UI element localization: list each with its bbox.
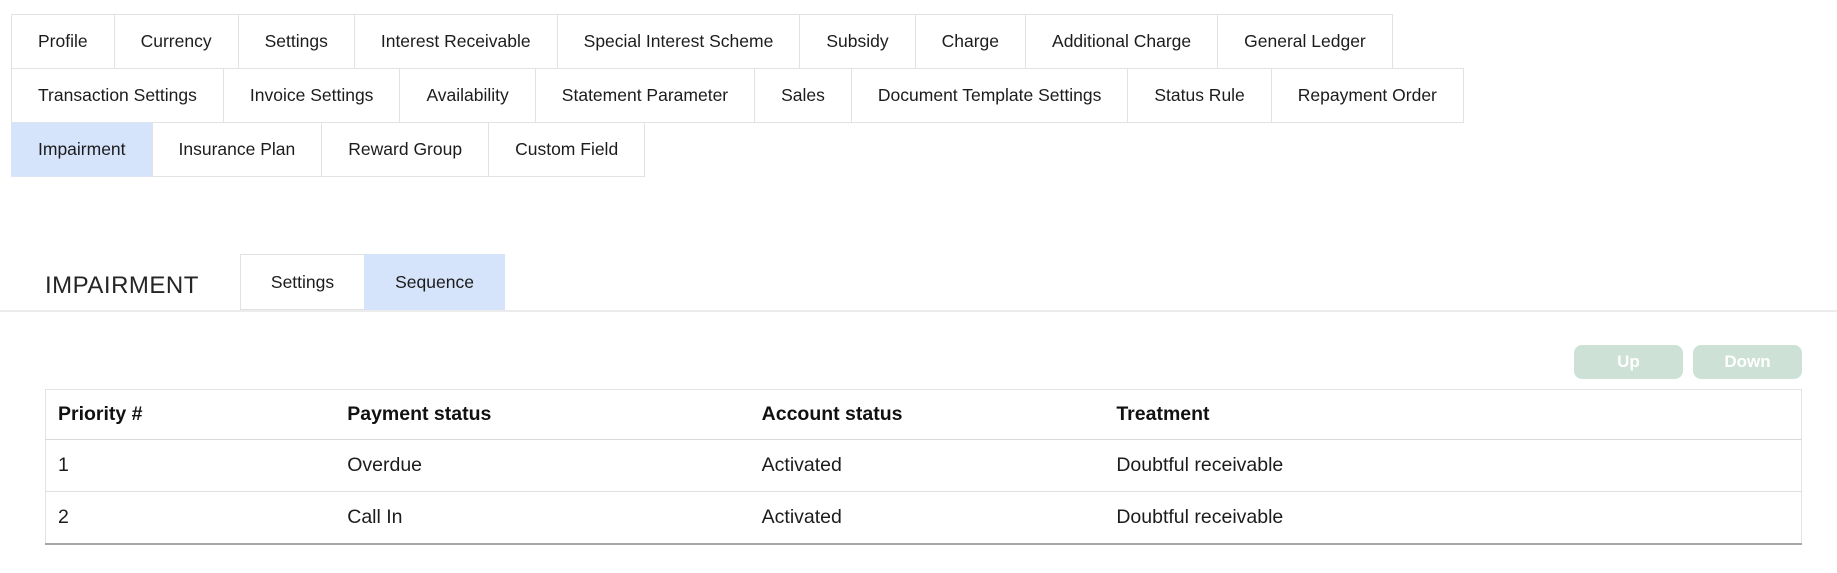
module-tab-subsidy[interactable]: Subsidy xyxy=(799,14,916,69)
table-header-row: Priority # Payment status Account status Tr… xyxy=(45,389,1802,440)
module-tab-profile[interactable]: Profile xyxy=(11,14,115,69)
sequence-table: Priority # Payment status Account status Tr… xyxy=(45,389,1802,545)
module-tab-impairment[interactable]: Impairment xyxy=(11,122,153,177)
cell-treatment: Doubtful receivable xyxy=(1104,439,1802,492)
column-header: Account status xyxy=(749,389,1105,440)
cell-priority: 2 xyxy=(58,506,69,528)
up-button[interactable]: Up xyxy=(1574,345,1683,379)
cell-account-status: Activated xyxy=(761,506,842,528)
cell-priority: 1 xyxy=(45,439,336,492)
cell-payment-status: Overdue xyxy=(335,439,750,492)
module-tab-general-ledger[interactable]: General Ledger xyxy=(1217,14,1393,69)
impairment-section-head: IMPAIRMENT Settings Sequence xyxy=(45,254,1837,310)
module-tab-special-interest-scheme[interactable]: Special Interest Scheme xyxy=(556,14,801,69)
table-row[interactable]: 2 Call In Activated Doubtful receivable xyxy=(46,492,1802,545)
subtab-settings[interactable]: Settings xyxy=(239,254,366,310)
column-header: Payment status xyxy=(335,389,750,440)
module-tab-insurance-plan[interactable]: Insurance Plan xyxy=(151,122,323,177)
column-header: Treatment xyxy=(1104,389,1802,440)
module-tab-document-template-settings[interactable]: Document Template Settings xyxy=(850,68,1129,123)
module-tab-sales[interactable]: Sales xyxy=(754,68,852,123)
impairment-subtabs: Settings Sequence xyxy=(239,254,505,310)
subtab-sequence[interactable]: Sequence xyxy=(364,254,505,310)
sequence-toolbar: Up Down xyxy=(0,345,1802,379)
module-tab-availability[interactable]: Availability xyxy=(399,68,536,123)
module-tab-row-1: Profile Currency Settings Interest Receivab… xyxy=(11,14,1837,69)
module-tab-transaction-settings[interactable]: Transaction Settings xyxy=(11,68,224,123)
module-tab-row-2: Transaction Settings Invoice Settings Avai… xyxy=(11,68,1837,123)
down-button[interactable]: Down xyxy=(1693,345,1802,379)
table-row[interactable]: 1 Overdue Activated Doubtful receivable xyxy=(45,439,1802,492)
cell-payment-status: Call In xyxy=(347,506,403,528)
module-tab-row-3: Impairment Insurance Plan Reward Group Cust… xyxy=(11,122,1837,177)
module-tab-strip: Profile Currency Settings Interest Receivab… xyxy=(11,14,1837,177)
column-header: Priority # xyxy=(45,389,336,440)
module-tab-invoice-settings[interactable]: Invoice Settings xyxy=(222,68,401,123)
cell-account-status: Activated xyxy=(749,439,1105,492)
module-tab-custom-field[interactable]: Custom Field xyxy=(488,122,646,177)
module-tab-repayment-order[interactable]: Repayment Order xyxy=(1270,68,1464,123)
section-divider xyxy=(0,310,1837,312)
module-tab-reward-group[interactable]: Reward Group xyxy=(321,122,490,177)
module-tab-settings[interactable]: Settings xyxy=(237,14,355,69)
module-tab-status-rule[interactable]: Status Rule xyxy=(1127,68,1272,123)
page-title: IMPAIRMENT xyxy=(45,272,199,299)
module-tab-statement-parameter[interactable]: Statement Parameter xyxy=(534,68,756,123)
module-tab-charge[interactable]: Charge xyxy=(914,14,1027,69)
module-tab-interest-receivable[interactable]: Interest Receivable xyxy=(353,14,558,69)
cell-treatment: Doubtful receivable xyxy=(1116,506,1284,528)
table-body: 1 Overdue Activated Doubtful receivable … xyxy=(45,439,1802,545)
module-tab-additional-charge[interactable]: Additional Charge xyxy=(1025,14,1219,69)
module-tab-currency[interactable]: Currency xyxy=(113,14,239,69)
